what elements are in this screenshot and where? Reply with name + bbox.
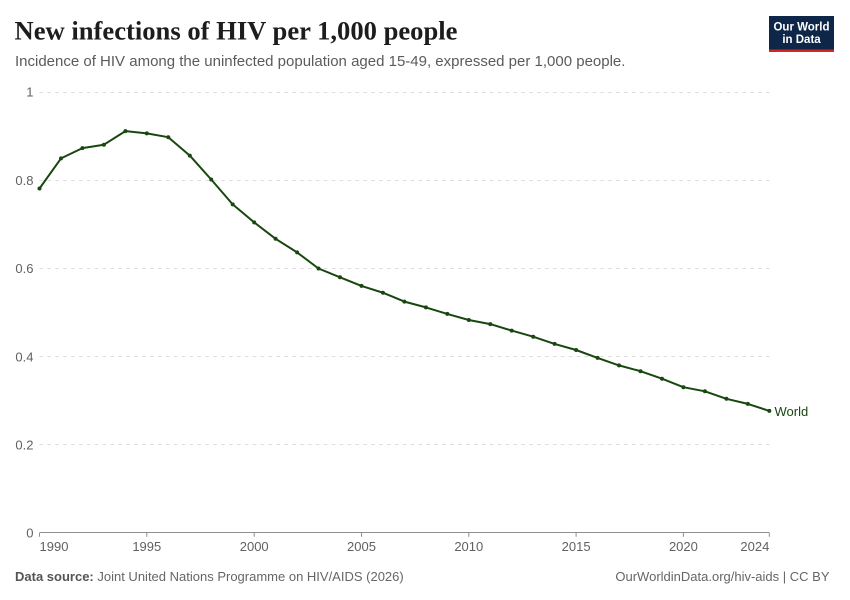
svg-text:0: 0 — [26, 525, 33, 540]
svg-text:2020: 2020 — [669, 539, 698, 554]
svg-text:1990: 1990 — [40, 539, 69, 554]
svg-text:1995: 1995 — [132, 539, 161, 554]
svg-text:New infections of HIV per 1,00: New infections of HIV per 1,000 people — [15, 16, 458, 46]
svg-text:Data source: Joint United Nati: Data source: Joint United Nations Progra… — [15, 569, 404, 584]
svg-text:2010: 2010 — [454, 539, 483, 554]
svg-text:Incidence of HIV among the uni: Incidence of HIV among the uninfected po… — [15, 53, 625, 70]
svg-text:0.8: 0.8 — [15, 173, 33, 188]
svg-text:OurWorldinData.org/hiv-aids |: OurWorldinData.org/hiv-aids | CC BY — [615, 569, 829, 584]
svg-text:0.2: 0.2 — [15, 438, 33, 453]
svg-text:2000: 2000 — [240, 539, 269, 554]
svg-text:Our World: Our World — [773, 22, 829, 34]
svg-text:0.4: 0.4 — [15, 349, 33, 364]
svg-text:0.6: 0.6 — [15, 261, 33, 276]
svg-text:2024: 2024 — [740, 539, 769, 554]
svg-text:in Data: in Data — [782, 34, 821, 46]
svg-text:2005: 2005 — [347, 539, 376, 554]
svg-text:2015: 2015 — [562, 539, 591, 554]
svg-text:1: 1 — [26, 85, 33, 100]
svg-text:World: World — [775, 404, 809, 419]
